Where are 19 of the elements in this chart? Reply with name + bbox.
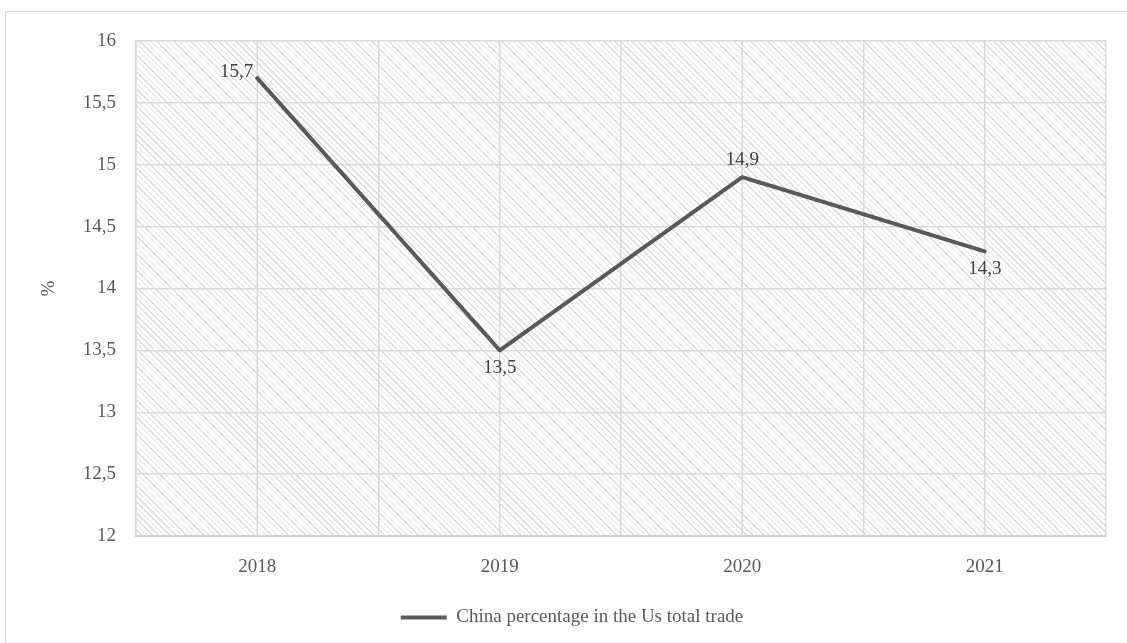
y-axis-title: % xyxy=(37,280,59,297)
y-tick-label: 12 xyxy=(97,523,116,545)
data-label: 13,5 xyxy=(483,355,517,377)
y-tick-label: 13 xyxy=(97,400,116,422)
data-label: 14,9 xyxy=(725,147,759,169)
x-tick-label: 2019 xyxy=(480,555,519,577)
y-tick-label: 16 xyxy=(97,28,116,50)
y-tick-label: 15,5 xyxy=(82,90,116,112)
y-tick-label: 13,5 xyxy=(82,338,116,360)
x-tick-label: 2021 xyxy=(965,555,1004,577)
y-tick-label: 14 xyxy=(97,276,117,298)
x-tick-label: 2018 xyxy=(238,555,277,577)
y-tick-label: 15 xyxy=(97,152,116,174)
legend-label: China percentage in the Us total trade xyxy=(456,605,744,627)
data-label: 15,7 xyxy=(220,60,254,82)
data-label: 14,3 xyxy=(968,256,1002,278)
y-tick-label: 14,5 xyxy=(82,214,116,236)
y-tick-label: 12,5 xyxy=(82,462,116,484)
x-tick-label: 2020 xyxy=(723,555,762,577)
